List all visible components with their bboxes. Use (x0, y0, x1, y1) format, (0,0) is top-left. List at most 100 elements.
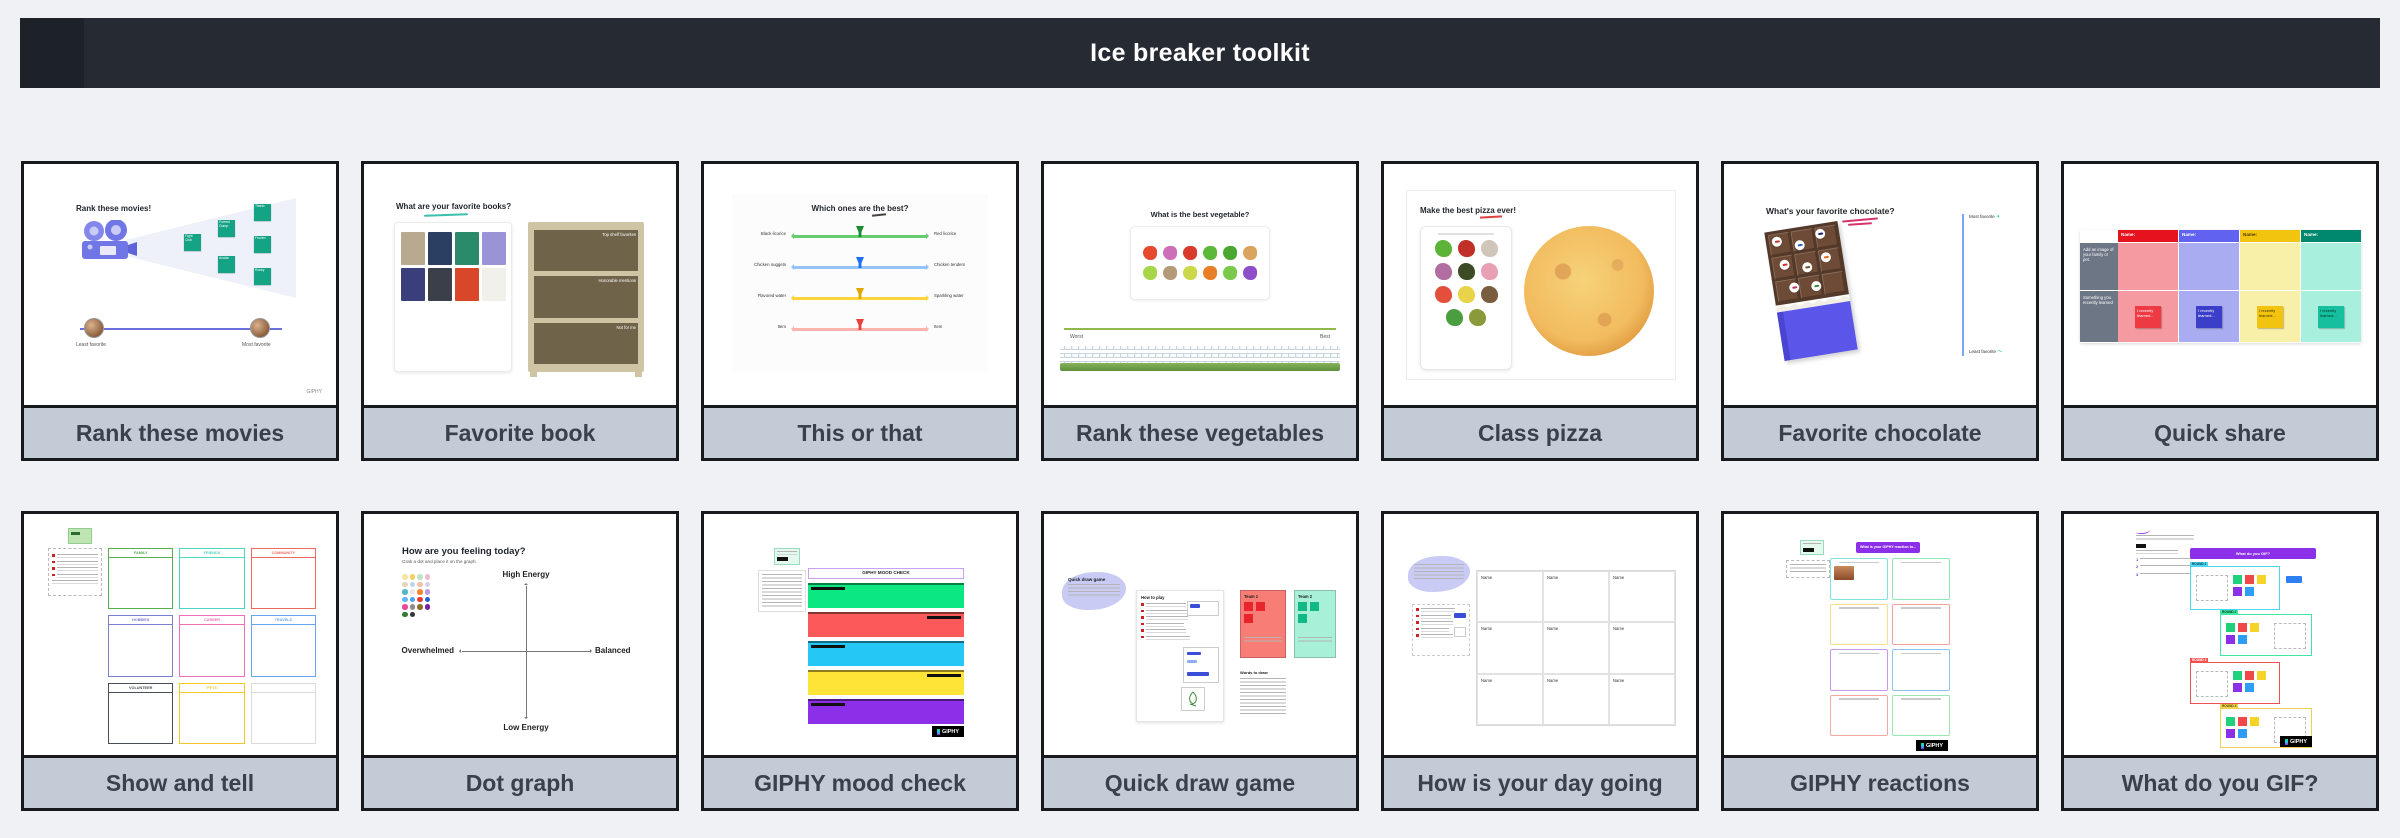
gif-placeholder (2196, 671, 2228, 697)
template-card-class-pizza[interactable]: Make the best pizza ever! Class pizza (1381, 161, 1699, 461)
mood-band (808, 583, 964, 608)
sticky-square (2250, 623, 2259, 632)
sticky-square (2226, 729, 2235, 738)
vegetable-icon (1223, 246, 1237, 260)
sticky-square (2245, 575, 2254, 584)
ruler-label-least: Least favorite 〜 (1969, 349, 2003, 355)
column-header: Name: (2301, 230, 2361, 242)
note-cell: I recently learned... (2240, 291, 2300, 342)
sticky-square (2233, 671, 2242, 680)
card-title: Quick share (2064, 405, 2376, 458)
chocolate-squares (1764, 221, 1849, 306)
grid-cell: Name (1477, 622, 1543, 674)
squiggle-decoration (1847, 222, 1873, 226)
sticky-note: Avatar (218, 256, 235, 273)
book-cover-grid (394, 222, 512, 372)
sticky-square (2238, 635, 2247, 644)
box-caption-line (1839, 698, 1879, 700)
slider-row: Chicken nuggets Chicken tenders (732, 253, 988, 284)
box-caption-line (1901, 561, 1941, 563)
grid-cell: Name (1609, 571, 1675, 623)
color-dot (417, 596, 423, 602)
sticky-note: Forrest Gump (218, 220, 235, 237)
color-dot (409, 596, 415, 602)
toppings-caption-line (1438, 233, 1494, 235)
panel-title: How to play (1141, 595, 1165, 600)
card-title: Favorite book (364, 405, 676, 458)
vegetable-icon (1223, 266, 1237, 280)
thumb-title: How are you feeling today? (402, 546, 526, 557)
shelf-leg (530, 371, 537, 377)
color-dot (409, 574, 415, 580)
color-dot (417, 604, 423, 610)
thumb-title: What is the best vegetable? (1150, 210, 1250, 219)
card-title: Rank these movies (24, 405, 336, 458)
mint-sticky-note (774, 548, 800, 565)
category-label: TRAVELS (251, 616, 315, 626)
template-card-favorite-chocolate[interactable]: What's your favorite chocolate? (1721, 161, 2039, 461)
template-card-what-do-you-gif[interactable]: 1 2 3 What do you GIF? ROUND 1 ROUND 2 R… (2061, 511, 2379, 811)
grid-cell: Name (1543, 571, 1609, 623)
mood-band (808, 641, 964, 666)
template-card-giphy-mood-check[interactable]: GIPHY MOOD CHECK GIPHY GIPHY mood check (701, 511, 1019, 811)
reaction-box (1892, 649, 1950, 691)
color-dot (402, 574, 408, 580)
column-header: Name: (2118, 230, 2178, 242)
axis-label-worst: Worst (1070, 334, 1083, 340)
round-3-section: ROUND 3 (2190, 658, 2280, 704)
shelf-leg (635, 371, 642, 377)
reaction-box (1892, 603, 1950, 645)
avatar (250, 318, 270, 338)
vegetable-icon (1143, 266, 1157, 280)
thumbnail-how-is-your-day-going: Name Name Name Name Name Name Name Name … (1384, 514, 1696, 755)
template-card-quick-draw-game[interactable]: Quick draw game How to play (1041, 511, 1359, 811)
thumbnail-class-pizza: Make the best pizza ever! (1384, 164, 1696, 405)
thumb-title: What are your favorite books? (396, 202, 512, 211)
thumbnail-dot-graph: How are you feeling today? Grab a dot an… (364, 514, 676, 755)
sticky-square (2245, 587, 2254, 596)
sparkle-icon: ✳ (1996, 214, 2001, 220)
mini-box (1454, 627, 1466, 637)
color-dot (409, 604, 415, 610)
color-dot (424, 604, 430, 610)
mini-screenshot (1187, 601, 1219, 616)
avatar (84, 318, 104, 338)
note-cell: I recently learned... (2301, 291, 2361, 342)
template-card-show-and-tell[interactable]: FAMILY FRIENDS COMMUNITY HOBBIES CAREER … (21, 511, 339, 811)
giphy-logo: GIPHY (2280, 736, 2312, 747)
pizza-topping (1446, 309, 1463, 326)
pizza-topping (1434, 263, 1452, 280)
row-header-column: Add an image of your family or pet. Some… (2080, 243, 2118, 343)
color-dot (417, 589, 423, 595)
instructions-block: 1 2 3 (2135, 527, 2194, 577)
slider-line (791, 319, 929, 332)
template-card-dot-graph[interactable]: How are you feeling today? Grab a dot an… (361, 511, 679, 811)
thumbnail-quick-share: Add an image of your family or pet. Some… (2064, 164, 2376, 405)
color-dot (402, 604, 408, 610)
vegetable-icon (1243, 266, 1257, 280)
book-cover (427, 268, 452, 301)
band-caption-line (927, 674, 961, 677)
template-card-how-is-your-day-going[interactable]: Name Name Name Name Name Name Name Name … (1381, 511, 1699, 811)
grid-cell: Name (1543, 622, 1609, 674)
card-title: Rank these vegetables (1044, 405, 1356, 458)
row-header: Add an image of your family or pet. (2080, 243, 2118, 291)
box-caption-line (1901, 698, 1941, 700)
thumbnail-favorite-book: What are your favorite books? Top shelf … (364, 164, 676, 405)
category-box: HOBBIES (108, 615, 174, 677)
sticky-note: Fight Club (184, 234, 201, 251)
template-card-this-or-that[interactable]: Which ones are the best? Black licorice … (701, 161, 1019, 461)
note-cell: I recently learned... (2179, 291, 2239, 342)
mood-band (808, 699, 964, 724)
team-name: Team 1 (1244, 594, 1259, 599)
color-dot (409, 589, 415, 595)
grid-cell: Name (1477, 673, 1543, 725)
template-card-quick-share[interactable]: Add an image of your family or pet. Some… (2061, 161, 2379, 461)
template-card-rank-these-vegetables[interactable]: What is the best vegetable? Worst Best R… (1041, 161, 1359, 461)
slider-line (791, 226, 929, 239)
template-card-favorite-book[interactable]: What are your favorite books? Top shelf … (361, 161, 679, 461)
template-card-giphy-reactions[interactable]: What is your GIPHY reaction to... (1721, 511, 2039, 811)
template-card-rank-these-movies[interactable]: Rank these movies! Fight Club Forrest Gu… (21, 161, 339, 461)
vegetable-icon (1143, 246, 1157, 260)
color-dot (424, 589, 430, 595)
